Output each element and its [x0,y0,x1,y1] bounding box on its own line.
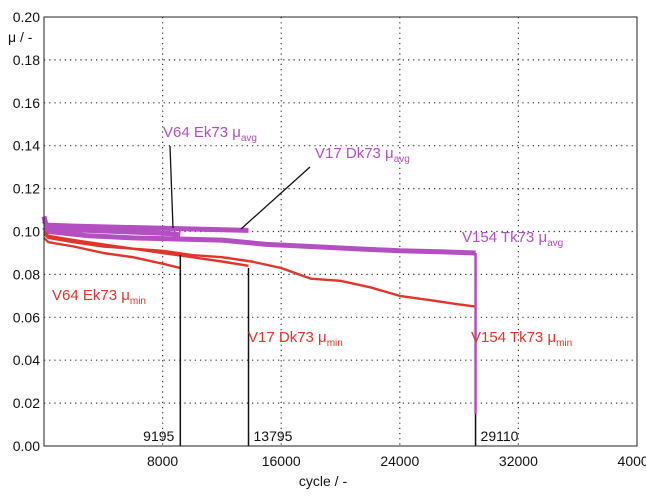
y-axis-label: μ / - [8,29,33,45]
end-marker-label: 13795 [254,428,293,444]
x-tick-label: 8000 [147,453,178,469]
y-tick-label: 0.16 [13,95,40,111]
y-tick-label: 0.10 [13,224,40,240]
x-tick-label: 16000 [262,453,301,469]
series-line-v17-dk73-avg [41,219,249,233]
annotations: V64 Ek73 μavg V17 Dk73 μavg V154 Tk73 μavg… [52,124,572,349]
x-axis-label: cycle / - [299,473,348,489]
y-tick-label: 0.14 [13,138,40,154]
end-marker-label: 9195 [143,428,174,444]
y-tick-label: 0.02 [13,395,40,411]
annotation-leader [240,166,311,230]
annotation-leader [169,145,174,229]
series-line-v154-tk73-avg [42,225,476,256]
y-tick-label: 0.06 [13,309,40,325]
x-tick-label: 24000 [380,453,419,469]
series-line-v154-tk73-min [43,230,476,308]
end-marker-label: 29110 [481,428,519,444]
annotation-v154-avg: V154 Tk73 μavg [462,229,563,249]
y-tick-label: 0.04 [13,352,40,368]
annotation-v64-min: V64 Ek73 μmin [52,287,146,307]
annotation-v154-min: V154 Tk73 μmin [471,329,572,349]
y-tick-label: 0.12 [13,181,40,197]
end-markers: 9195 13795 29110 [143,252,519,446]
y-tick-label: 0.20 [13,9,40,25]
x-tick-labels: 8000 16000 24000 32000 40000 [147,453,646,469]
series-line-v64-ek73-min [43,237,181,270]
y-tick-label: 0.08 [13,266,40,282]
plot-frame [43,16,638,447]
y-tick-label: 0.18 [13,52,40,68]
annotation-v64-avg: V64 Ek73 μavg [163,124,257,144]
series-layer [41,215,476,308]
y-tick-label: 0.00 [13,438,40,454]
x-tick-label: 32000 [499,453,538,469]
annotation-v17-min: V17 Dk73 μmin [248,329,343,349]
x-tick-label: 40000 [618,453,646,469]
annotation-v17-avg: V17 Dk73 μavg [315,145,410,165]
y-tick-labels: 0.00 0.02 0.04 0.06 0.08 0.10 0.12 0.14 0.16 0.18… [13,9,40,454]
